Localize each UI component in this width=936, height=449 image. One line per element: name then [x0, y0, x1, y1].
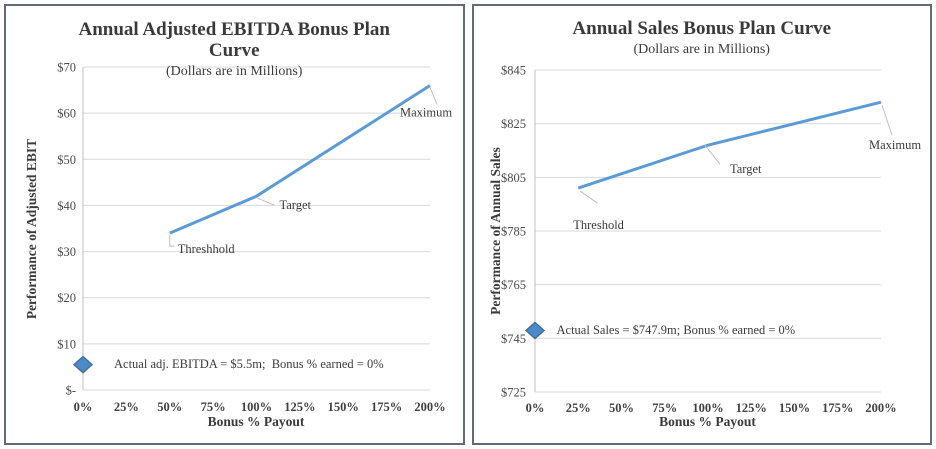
point-label-target: Target	[280, 198, 312, 212]
y-tick-label: $805	[501, 171, 526, 185]
x-tick-label: 25%	[114, 400, 139, 414]
bonus-curve-line	[169, 84, 431, 235]
y-tick-label: $845	[501, 64, 526, 78]
y-tick-label: $725	[501, 386, 526, 400]
label-leader-line	[704, 144, 720, 165]
point-label-maximum: Maximum	[869, 138, 921, 152]
y-tick-label: $70	[57, 61, 76, 75]
point-label-target: Target	[730, 162, 762, 176]
x-tick-label: 100%	[692, 401, 723, 415]
x-tick-label: 25%	[565, 401, 590, 415]
sales-actual-value-annotation: Actual Sales = $747.9m; Bonus % earned =…	[556, 323, 796, 337]
sales-chart-panel: $725 $745 $765 $785 $805 $825 $845 0% 25% 50% 75% 1…	[471, 4, 932, 445]
actual-value-marker-diamond	[524, 321, 545, 340]
sales-x-axis-title: Bonus % Payout	[659, 414, 756, 429]
label-leader-line	[257, 197, 275, 206]
x-tick-label: 50%	[157, 400, 182, 414]
y-tick-label: $765	[501, 278, 526, 292]
label-leader-line	[429, 87, 438, 105]
point-label-maximum: Maximum	[400, 105, 452, 119]
label-leader-line	[579, 190, 598, 204]
label-leader-line	[881, 105, 892, 136]
x-tick-label: 175%	[371, 400, 402, 414]
x-tick-label: 50%	[609, 401, 634, 415]
actual-value-marker-diamond	[72, 355, 94, 374]
ebitda-actual-value-annotation: Actual adj. EBITDA = $5.5m; Bonus % earn…	[114, 357, 384, 371]
ebitda-x-axis-title: Bonus % Payout	[207, 414, 305, 429]
y-tick-label: $50	[57, 153, 76, 167]
x-tick-label: 175%	[822, 401, 853, 415]
x-tick-label: 125%	[284, 400, 315, 414]
point-label-threshhold: Threshhold	[178, 242, 236, 256]
y-tick-label: $745	[501, 332, 526, 346]
y-tick-label: $60	[57, 107, 76, 121]
point-label-threshold: Threshold	[573, 218, 624, 232]
x-tick-label: 0%	[525, 401, 544, 415]
x-tick-label: 150%	[328, 400, 359, 414]
bonus-curve-line	[577, 100, 881, 190]
y-tick-label: $40	[57, 199, 76, 213]
x-tick-label: 200%	[414, 400, 445, 414]
x-tick-label: 75%	[652, 401, 677, 415]
y-tick-label: $10	[57, 337, 76, 351]
x-tick-label: 100%	[241, 400, 272, 414]
ebitda-plot-area: $- $10 $20 $30 $40 $50 $60 $70 0% 25% 50% 75% 100% 12…	[57, 61, 452, 415]
y-tick-label: $825	[501, 117, 526, 131]
x-tick-label: 75%	[201, 400, 226, 414]
y-tick-label: $30	[57, 245, 76, 259]
y-tick-label: $20	[57, 291, 76, 305]
ebitda-y-axis-title: Performance of Adjusted EBIT	[24, 138, 39, 320]
y-tick-label: $785	[501, 225, 526, 239]
ebitda-chart-panel: $- $10 $20 $30 $40 $50 $60 $70 0% 25% 50% 75% 100% 12…	[4, 4, 465, 445]
sales-y-axis-title: Performance of Annual Sales	[487, 147, 503, 315]
x-tick-label: 0%	[74, 400, 93, 414]
y-tick-label: $-	[66, 384, 76, 398]
label-leader-line	[169, 235, 175, 247]
x-tick-label: 125%	[735, 401, 766, 415]
sales-plot-area: $725 $745 $765 $785 $805 $825 $845 0% 25% 50% 75% 1…	[501, 64, 921, 416]
x-tick-label: 150%	[778, 401, 809, 415]
x-tick-label: 200%	[865, 401, 896, 415]
